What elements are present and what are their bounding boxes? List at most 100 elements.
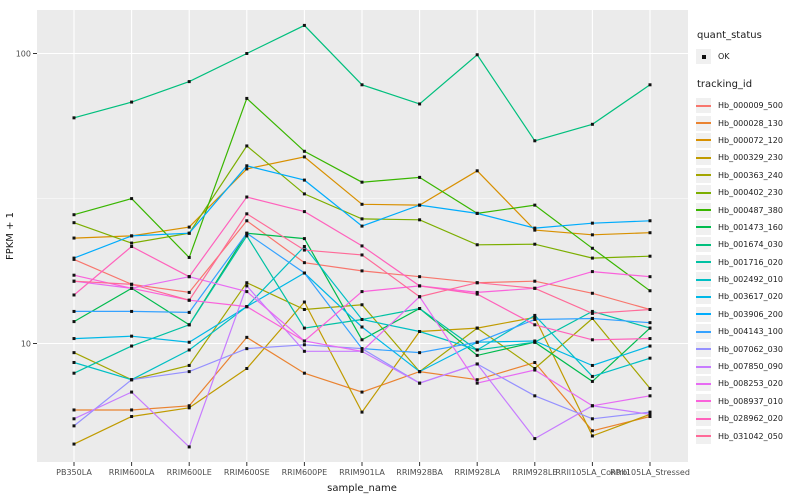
data-point-Hb_000363_240	[533, 366, 537, 370]
data-point-Hb_000072_120	[648, 231, 652, 235]
legend-item-label: Hb_000028_130	[718, 118, 783, 128]
legend-item-label: Hb_008937_010	[718, 396, 783, 406]
data-point-Hb_007850_090	[187, 445, 191, 449]
data-point-Hb_000028_130	[648, 415, 652, 419]
data-point-Hb_007062_030	[72, 424, 76, 428]
legend-item-Hb_001674_030: Hb_001674_030	[696, 236, 800, 253]
data-point-Hb_002492_010	[302, 245, 306, 249]
data-point-Hb_000487_380	[302, 149, 306, 153]
data-point-Hb_008937_010	[590, 270, 594, 274]
legend-item-label: Hb_001473_160	[718, 222, 783, 232]
data-point-Hb_000329_230	[302, 300, 306, 304]
data-point-Hb_008937_010	[302, 339, 306, 343]
data-point-Hb_000487_380	[360, 180, 364, 184]
data-point-Hb_008253_020	[245, 290, 249, 294]
data-point-Hb_001716_020	[187, 323, 191, 327]
x-axis-title: sample_name	[327, 483, 397, 494]
data-point-Hb_000009_500	[590, 291, 594, 295]
data-point-Hb_000363_240	[72, 351, 76, 355]
data-point-Hb_000072_120	[475, 169, 479, 173]
data-point-Hb_000363_240	[360, 303, 364, 307]
data-point-Hb_000487_380	[648, 289, 652, 293]
legend-item-label: Hb_007062_030	[718, 344, 783, 354]
data-point-Hb_008253_020	[648, 394, 652, 398]
data-point-Hb_001674_030	[475, 53, 479, 57]
series-color-key-icon	[696, 202, 711, 218]
data-point-Hb_008937_010	[475, 290, 479, 294]
data-point-Hb_000402_230	[130, 241, 134, 245]
data-point-Hb_000329_230	[130, 415, 134, 419]
legend-item-ok: OK	[696, 48, 800, 65]
data-point-Hb_000487_380	[590, 246, 594, 250]
data-point-Hb_001716_020	[72, 371, 76, 375]
legend-item-Hb_003906_200: Hb_003906_200	[696, 306, 800, 323]
x-tick-label: RRII105LA_Control	[555, 468, 629, 477]
data-point-Hb_000028_130	[475, 378, 479, 382]
legend-item-label: Hb_000329_230	[718, 153, 783, 163]
series-color-key-icon	[696, 185, 711, 201]
data-point-Hb_031042_050	[648, 307, 652, 311]
series-color-key-icon	[696, 376, 711, 392]
data-point-Hb_000487_380	[245, 96, 249, 100]
data-point-Hb_001473_160	[72, 320, 76, 324]
data-point-Hb_000487_380	[130, 197, 134, 201]
data-point-Hb_001674_030	[245, 52, 249, 55]
series-color-key-icon	[696, 324, 711, 340]
data-point-Hb_031042_050	[418, 295, 422, 299]
y-axis-title: FPKM + 1	[5, 212, 16, 260]
legend-item-Hb_031042_050: Hb_031042_050	[696, 427, 800, 444]
data-point-Hb_002492_010	[648, 356, 652, 360]
legend-item-Hb_007062_030: Hb_007062_030	[696, 340, 800, 357]
data-point-Hb_028962_020	[360, 244, 364, 248]
data-point-Hb_000329_230	[360, 410, 364, 414]
legend-item-label: Hb_031042_050	[718, 431, 783, 441]
series-color-key-icon	[696, 393, 711, 409]
legend-item-Hb_000028_130: Hb_000028_130	[696, 114, 800, 131]
data-point-Hb_001674_030	[590, 122, 594, 126]
data-point-Hb_001674_030	[418, 102, 422, 106]
data-point-Hb_031042_050	[533, 286, 537, 290]
data-point-Hb_008937_010	[72, 273, 76, 277]
legend-item-label: Hb_007850_090	[718, 362, 783, 372]
data-point-Hb_028962_020	[648, 337, 652, 341]
legend-item-Hb_002492_010: Hb_002492_010	[696, 271, 800, 288]
data-point-Hb_000072_120	[245, 167, 249, 171]
data-point-Hb_003617_020	[360, 325, 364, 329]
legend-item-Hb_000487_380: Hb_000487_380	[696, 201, 800, 218]
series-color-key-icon	[696, 150, 711, 166]
legend-item-Hb_008253_020: Hb_008253_020	[696, 375, 800, 392]
x-tick-label: RRII105LA_Stressed	[610, 468, 690, 477]
data-point-Hb_000009_500	[533, 279, 537, 283]
data-point-Hb_001674_030	[302, 23, 306, 27]
data-point-Hb_000487_380	[187, 255, 191, 259]
series-color-key-icon	[696, 219, 711, 235]
series-color-key-icon	[696, 359, 711, 375]
data-point-Hb_001473_160	[360, 338, 364, 342]
series-color-key-icon	[696, 167, 711, 183]
data-point-Hb_000028_130	[72, 408, 76, 412]
legend-title-tracking-id: tracking_id	[697, 79, 753, 90]
data-point-Hb_008253_020	[360, 349, 364, 353]
data-point-Hb_003906_200	[533, 226, 537, 230]
data-point-Hb_028962_020	[418, 284, 422, 288]
data-point-Hb_001674_030	[72, 116, 76, 120]
legend-item-label: Hb_000402_230	[718, 188, 783, 198]
legend: quant_status OK tracking_id Hb_000009_50…	[696, 30, 800, 445]
data-point-Hb_000363_240	[187, 363, 191, 367]
data-point-Hb_007062_030	[648, 410, 652, 414]
data-point-Hb_000363_240	[245, 281, 249, 285]
data-point-Hb_000009_500	[302, 261, 306, 265]
data-point-Hb_000402_230	[360, 217, 364, 221]
data-point-Hb_004143_100	[245, 231, 249, 235]
series-color-key-icon	[696, 306, 711, 322]
data-point-Hb_000363_240	[475, 326, 479, 330]
data-point-Hb_002492_010	[590, 374, 594, 378]
data-point-Hb_003906_200	[245, 164, 249, 168]
x-tick-label: RRIM600LE	[167, 468, 212, 477]
data-point-Hb_000329_230	[533, 315, 537, 319]
data-point-Hb_000329_230	[590, 434, 594, 438]
data-point-Hb_000363_240	[302, 307, 306, 311]
data-point-Hb_031042_050	[245, 212, 249, 216]
data-point-Hb_003906_200	[648, 219, 652, 223]
